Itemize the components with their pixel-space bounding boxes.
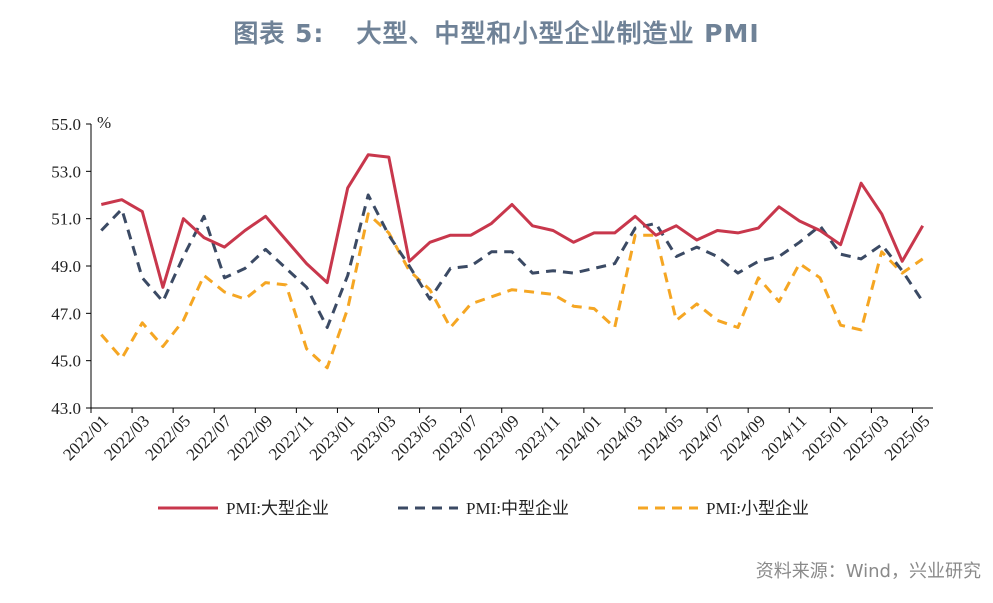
y-axis-unit: % <box>97 113 111 132</box>
series-line-2 <box>100 193 924 329</box>
x-tick-label: 2025/03 <box>840 411 893 464</box>
source-note: 资料来源：Wind，兴业研究 <box>755 561 981 582</box>
y-tick-label: 51.0 <box>51 210 81 229</box>
y-tick-label: 45.0 <box>51 352 81 371</box>
y-tick-label: 49.0 <box>51 257 81 276</box>
legend-label-3: PMI:小型企业 <box>706 499 809 518</box>
x-tick-label: 2023/03 <box>347 411 400 464</box>
chart-legend: PMI:大型企业 PMI:中型企业 PMI:小型企业 <box>158 499 809 518</box>
title-main: 大型、中型和小型企业制造业 PMI <box>356 19 760 48</box>
legend-label-1: PMI:大型企业 <box>226 499 329 518</box>
x-tick-label: 2024/09 <box>716 411 769 464</box>
x-tick-label: 2022/01 <box>59 411 112 464</box>
x-tick-label: 2025/05 <box>881 411 934 464</box>
y-tick-label: 43.0 <box>51 399 81 418</box>
chart-series <box>100 153 924 370</box>
x-tick-label: 2025/01 <box>799 411 852 464</box>
title-prefix: 图表 5: <box>233 19 325 48</box>
x-tick-label: 2023/09 <box>470 411 523 464</box>
x-tick-label: 2022/03 <box>100 411 153 464</box>
series-line-1 <box>100 153 924 289</box>
x-tick-label: 2023/01 <box>306 411 359 464</box>
chart-axes: 43.045.047.049.051.053.055.0 %2022/012022… <box>51 113 933 464</box>
x-tick-label: 2024/05 <box>634 411 687 464</box>
y-tick-label: 53.0 <box>51 162 81 181</box>
x-tick-label: 2023/05 <box>388 411 441 464</box>
x-tick-label: 2022/09 <box>224 411 277 464</box>
x-tick-label: 2022/05 <box>141 411 194 464</box>
y-tick-label: 55.0 <box>51 115 81 134</box>
series-line-3 <box>100 212 924 370</box>
legend-label-2: PMI:中型企业 <box>466 499 569 518</box>
chart-title: 图表 5: 大型、中型和小型企业制造业 PMI <box>0 14 993 50</box>
x-tick-label: 2024/01 <box>552 411 605 464</box>
x-tick-label: 2024/03 <box>593 411 646 464</box>
y-tick-label: 47.0 <box>51 304 81 323</box>
